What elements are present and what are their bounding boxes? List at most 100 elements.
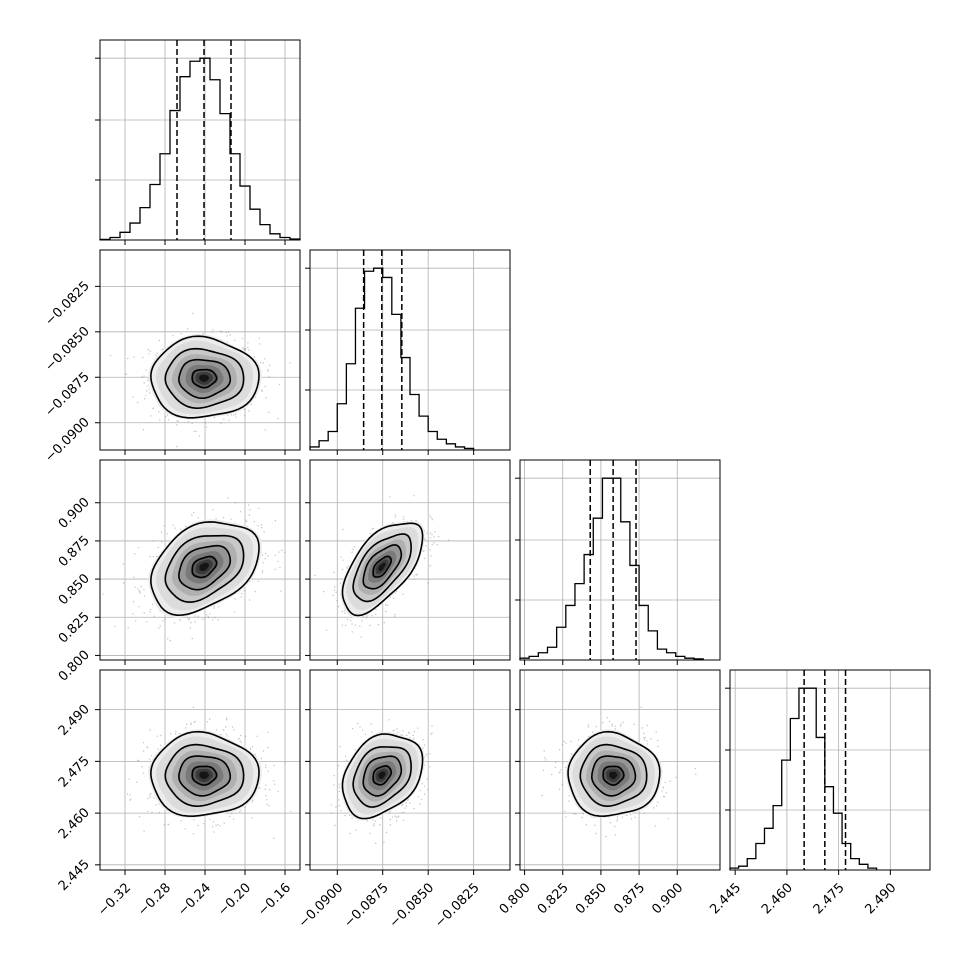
contour-line — [191, 555, 218, 579]
contour-line — [150, 335, 260, 419]
panel-frame — [729, 669, 931, 871]
joint-panel-2-3 — [309, 459, 511, 661]
histogram-step-1 — [99, 57, 301, 241]
x-tick-label: 0.800 — [497, 880, 534, 917]
contour-line — [372, 555, 392, 578]
contour-line — [352, 746, 412, 808]
panel-frame — [99, 459, 301, 661]
y-tick-label: 2.460 — [56, 805, 93, 842]
joint-panel-content — [100, 670, 300, 870]
contour-line — [352, 533, 412, 603]
ticks-1-1 — [124, 240, 286, 245]
x-tick-label: 2.445 — [707, 880, 744, 917]
contour-line — [150, 521, 260, 617]
ticks-1-4 — [95, 709, 286, 875]
y-tick-label: −0.0900 — [42, 415, 92, 465]
joint-panel-1-4 — [99, 669, 301, 871]
x-tick-label: 2.490 — [862, 880, 899, 917]
contour-line — [362, 755, 403, 797]
panel-frame — [519, 459, 721, 661]
histogram-panel-4 — [725, 669, 931, 871]
ticks-1-3 — [95, 502, 286, 665]
ticks-2-4 — [305, 709, 475, 875]
contour-line — [590, 755, 637, 797]
ticks-1-2 — [95, 285, 286, 455]
joint-panel-content — [100, 250, 300, 450]
joint-panel-3-4 — [519, 669, 721, 871]
x-tick-label: −0.0825 — [432, 880, 482, 930]
x-tick-label: −0.0875 — [341, 880, 391, 930]
x-tick-label: 0.825 — [535, 880, 572, 917]
contour-line — [178, 544, 232, 591]
panel-frame — [309, 249, 511, 451]
y-tick-label: 0.875 — [56, 533, 93, 570]
y-tick-label: 2.445 — [56, 857, 93, 894]
ticks-4-4 — [734, 870, 891, 875]
panel-frame — [99, 669, 301, 871]
joint-panel-content — [100, 460, 300, 660]
y-tick-label: 0.800 — [56, 648, 93, 685]
ticks-3-4 — [515, 709, 678, 875]
x-tick-label: −0.0850 — [387, 880, 437, 930]
histogram-panel-3 — [515, 459, 721, 661]
x-tick-label: 2.460 — [759, 880, 796, 917]
histogram-step-4 — [729, 687, 878, 870]
x-tick-label: 0.850 — [573, 880, 610, 917]
contour-line — [579, 743, 648, 808]
x-tick-label: 0.900 — [649, 880, 686, 917]
contour-line — [567, 730, 661, 818]
y-tick-label: −0.0875 — [42, 369, 92, 419]
contour-line — [362, 544, 403, 590]
x-tick-label: −0.16 — [255, 880, 294, 919]
x-tick-label: 2.475 — [811, 880, 848, 917]
y-tick-label: 2.475 — [56, 754, 93, 791]
histogram-step-2 — [309, 267, 475, 450]
ticks-2-2 — [336, 450, 475, 455]
contour-line — [164, 347, 245, 410]
density-level — [199, 374, 209, 382]
joint-panel-1-2 — [99, 249, 301, 451]
y-tick-label: 2.490 — [56, 702, 93, 739]
y-tick-label: −0.0825 — [42, 279, 92, 329]
contour-line — [178, 358, 232, 399]
density-level — [609, 771, 618, 780]
x-tick-label: 0.875 — [611, 880, 648, 917]
x-tick-label: −0.24 — [175, 880, 214, 919]
y-tick-label: −0.0850 — [42, 324, 92, 374]
x-tick-label: −0.32 — [95, 880, 134, 919]
panel-frame — [309, 669, 511, 871]
contour-line — [191, 765, 218, 786]
contour-line — [178, 755, 232, 797]
joint-panel-content — [310, 460, 510, 660]
ticks-2-3 — [305, 502, 475, 665]
joint-panel-content — [520, 670, 720, 870]
density-level — [199, 562, 209, 571]
x-tick-label: −0.28 — [135, 880, 174, 919]
contour-line — [164, 743, 245, 808]
contour-line — [150, 730, 260, 818]
histogram-panel-2 — [305, 249, 511, 451]
panel-frame — [99, 39, 301, 241]
y-tick-label: 0.850 — [56, 571, 93, 608]
contour-line — [372, 765, 392, 786]
joint-panel-1-3 — [99, 459, 301, 661]
x-tick-label: −0.20 — [215, 880, 254, 919]
x-tick-label: −0.0900 — [296, 880, 346, 930]
contour-line — [164, 534, 245, 603]
joint-panel-2-4 — [309, 669, 511, 871]
joint-panel-content — [310, 670, 510, 870]
density-level — [378, 771, 386, 779]
panel-frame — [309, 459, 511, 661]
y-tick-label: 0.900 — [56, 495, 93, 532]
panel-frame — [519, 669, 721, 871]
contour-line — [341, 733, 424, 820]
ticks-3-3 — [524, 660, 678, 665]
histogram-step-3 — [519, 477, 704, 660]
contour-line — [602, 765, 625, 786]
contour-line — [191, 368, 218, 389]
contour-line — [341, 522, 424, 617]
y-tick-label: 0.825 — [56, 609, 93, 646]
density-level — [378, 562, 386, 571]
